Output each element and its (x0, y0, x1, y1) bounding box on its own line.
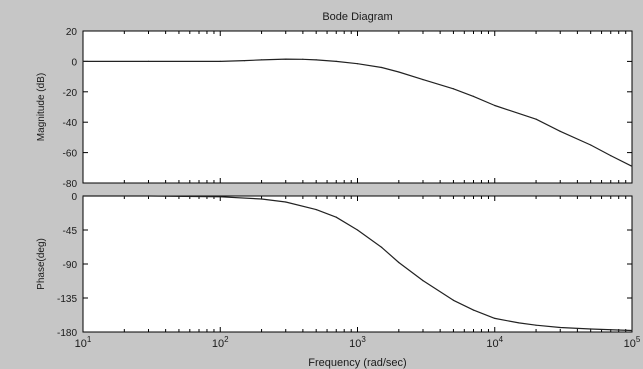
phase-data-point (452, 299, 455, 301)
magnitude-data-point (260, 59, 263, 61)
x-tick-label-exponent: 1 (87, 335, 92, 344)
x-tick-label-exponent: 2 (224, 335, 229, 344)
phase-data-point (82, 195, 84, 197)
magnitude-panel: 20 0 -20 -40 -60 -80 Magnitude (dB) Bode Diagra… (36, 11, 633, 190)
x-tick-label-base: 10 (349, 338, 361, 350)
magnitude-data-point (285, 58, 287, 60)
x-tick-label: 104 (486, 335, 503, 350)
phase-data-point (494, 317, 496, 319)
x-tick-label: 101 (75, 335, 92, 350)
phase-data-point (398, 261, 400, 264)
magnitude-data-point (559, 130, 561, 132)
magnitude-y-tick-label: -20 (63, 88, 78, 99)
phase-data-point (335, 216, 337, 218)
x-tick-label: 103 (349, 335, 366, 350)
phase-axes-frame (82, 195, 633, 333)
phase-y-tick-label: 0 (71, 192, 77, 203)
magnitude-y-tick-label: 0 (71, 57, 77, 68)
magnitude-y-axis-label: Magnitude (dB) (36, 73, 47, 141)
phase-y-axis-label: Phase(deg) (36, 238, 47, 290)
magnitude-data-point (219, 60, 221, 63)
phase-y-tick-label: -90 (63, 260, 78, 271)
phase-data-point (315, 209, 317, 211)
magnitude-y-tick-label: 20 (66, 27, 78, 38)
magnitude-data-point (315, 59, 317, 61)
x-tick-label-base: 10 (212, 338, 224, 350)
magnitude-y-tick-label: -40 (63, 118, 78, 129)
phase-data-point (219, 196, 221, 198)
magnitude-data-point (243, 60, 246, 62)
magnitude-data-point (398, 71, 400, 73)
x-tick-label-exponent: 5 (636, 335, 641, 344)
phase-data-point (285, 201, 287, 203)
x-tick-label-base: 10 (486, 338, 498, 350)
magnitude-data-point (452, 88, 455, 90)
phase-y-tick-label: -180 (57, 328, 77, 339)
phase-data-point (535, 324, 537, 326)
magnitude-data-point (302, 58, 304, 60)
phase-data-point (518, 322, 520, 324)
magnitude-y-tick-label: -60 (63, 149, 78, 160)
x-tick-label-base: 10 (75, 338, 87, 350)
magnitude-data-point (631, 165, 633, 167)
magnitude-y-tick-label: -80 (63, 179, 78, 190)
x-axis-label: Frequency (rad/sec) (308, 357, 406, 369)
x-tick-label-base: 10 (624, 338, 636, 350)
phase-data-point (381, 246, 383, 248)
magnitude-data-point (472, 95, 475, 97)
magnitude-data-point (82, 60, 84, 63)
phase-data-point (559, 326, 561, 329)
magnitude-data-point (356, 63, 359, 65)
magnitude-data-point (494, 104, 496, 107)
phase-data-point (356, 229, 359, 231)
magnitude-axes-frame (82, 30, 633, 184)
x-tick-label-exponent: 4 (499, 335, 504, 344)
phase-data-point (590, 328, 592, 330)
magnitude-data-point (610, 155, 612, 157)
phase-data-point (147, 195, 150, 197)
x-tick-label-exponent: 3 (361, 335, 366, 344)
chart-title: Bode Diagram (322, 11, 392, 23)
x-tick-label: 105 (624, 335, 641, 350)
phase-data-point (472, 309, 475, 311)
phase-data-point (260, 198, 263, 200)
phase-data-point (631, 329, 633, 332)
phase-y-tick-label: -135 (57, 294, 77, 305)
phase-data-point (422, 280, 424, 282)
phase-y-tick-label: -45 (63, 226, 78, 237)
magnitude-data-point (381, 66, 383, 69)
magnitude-data-point (147, 60, 150, 63)
x-tick-label: 102 (212, 335, 229, 350)
magnitude-data-point (335, 60, 337, 63)
magnitude-data-point (535, 118, 537, 120)
magnitude-data-point (422, 79, 424, 81)
magnitude-data-point (590, 144, 592, 146)
